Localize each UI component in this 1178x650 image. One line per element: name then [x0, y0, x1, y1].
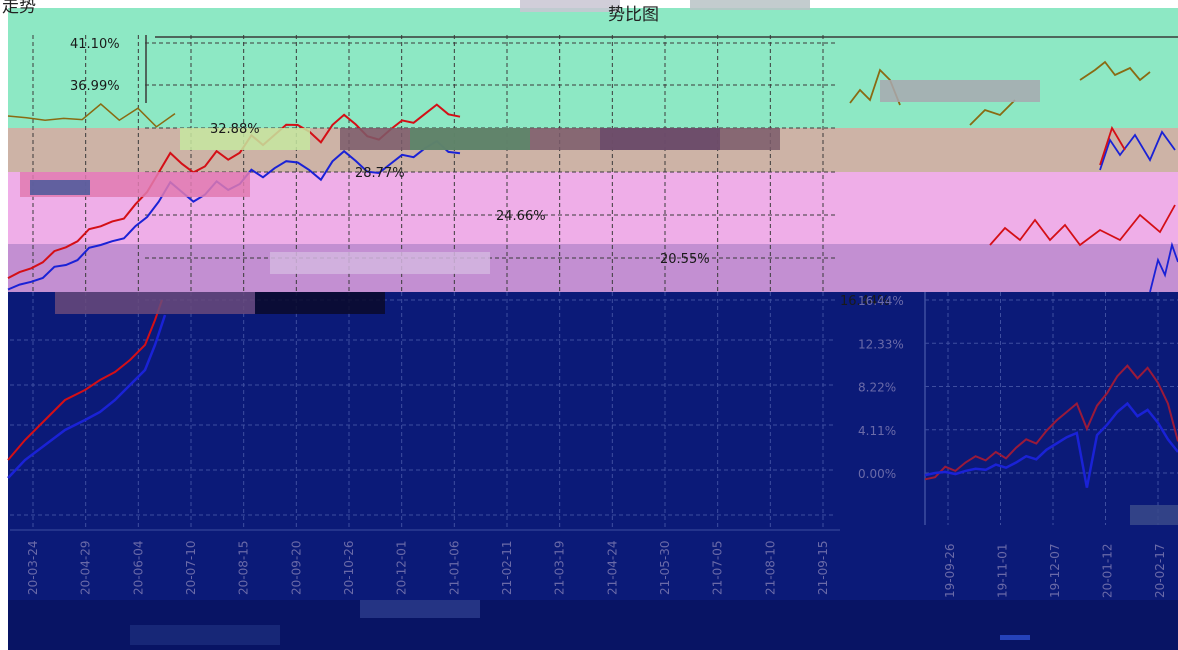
right-y-tick: 16.44% [858, 294, 904, 308]
left-x-tick: 20-07-10 [184, 541, 198, 595]
left-y-tick: 20.55% [660, 252, 710, 267]
left-x-tick: 20-03-24 [26, 541, 40, 595]
line-fragment-3 [1099, 130, 1176, 171]
line-fragment-4 [1099, 125, 1126, 166]
noise-block-1 [690, 0, 810, 10]
left-y-tick: 32.88% [210, 122, 260, 137]
right-x-tick: 20-01-12 [1101, 544, 1115, 598]
noise-block-0 [520, 0, 620, 12]
noise-block-9 [55, 292, 255, 314]
band-7 [840, 292, 1178, 532]
left-x-tick: 21-01-06 [447, 541, 461, 595]
left-x-tick: 21-04-24 [605, 541, 619, 595]
left-x-tick: 21-09-15 [816, 541, 830, 595]
right-y-tick: 0.00% [858, 467, 896, 481]
left-x-tick: 21-03-19 [553, 541, 567, 595]
left-x-tick: 20-04-29 [79, 541, 93, 595]
left-y-tick: 16.44% [840, 294, 890, 309]
left-y-tick: 28.77% [355, 166, 405, 181]
left-x-tick: 21-07-05 [711, 541, 725, 595]
band-8 [8, 532, 1178, 600]
background-bands [8, 8, 1178, 650]
navy-blue-line [7, 314, 167, 479]
chart-title: 势比图 [608, 5, 659, 25]
band-3 [8, 150, 478, 175]
left-x-tick: 21-02-11 [500, 541, 514, 595]
left-series-line-2 [7, 103, 176, 128]
navy-red-line [7, 299, 163, 461]
noise-blocks [20, 0, 1178, 645]
line-fragment-1 [1079, 60, 1151, 82]
right-x-tick: 19-09-26 [943, 544, 957, 598]
noise-block-4 [410, 128, 530, 150]
right-y-tick: 12.33% [858, 337, 904, 351]
noise-block-13 [360, 600, 480, 618]
line-fragment-2 [969, 99, 1016, 126]
noise-block-8 [270, 252, 490, 274]
left-y-tick: 36.99% [70, 79, 120, 94]
left-x-tick: 20-08-15 [237, 541, 251, 595]
right-y-tick: 4.11% [858, 424, 896, 438]
noise-block-15 [1000, 635, 1030, 640]
chart-title-left: 走势 [2, 0, 36, 17]
tick-labels: 势比图 走势 41.10% 36.99% 32.88% 28.77% 24.66% 20.… [2, 0, 1167, 598]
grid-lines [10, 35, 1178, 531]
right-x-tick: 19-12-07 [1048, 544, 1062, 598]
noise-block-10 [255, 292, 385, 314]
line-fragment-5 [989, 204, 1176, 247]
noise-block-12 [130, 625, 280, 645]
band-5 [8, 244, 1178, 292]
left-x-tick: 20-12-01 [395, 541, 409, 595]
right-x-tick: 19-11-01 [996, 544, 1010, 598]
line-fragment-6 [1149, 241, 1178, 293]
noise-block-7 [30, 180, 90, 195]
left-x-tick: 20-06-04 [131, 541, 145, 595]
left-y-tick: 24.66% [496, 209, 546, 224]
noise-block-11 [880, 80, 1040, 102]
right-series-line-1 [924, 401, 1178, 488]
band-6 [8, 292, 840, 532]
right-series-line-0 [924, 364, 1178, 481]
noise-block-2 [180, 128, 310, 150]
left-x-tick: 21-08-10 [763, 541, 777, 595]
left-x-tick: 20-10-26 [342, 541, 356, 595]
left-x-tick: 20-09-20 [289, 541, 303, 595]
left-y-tick: 41.10% [70, 37, 120, 52]
noise-block-5 [600, 128, 720, 150]
left-x-tick: 21-05-30 [658, 541, 672, 595]
right-x-tick: 20-02-17 [1153, 544, 1167, 598]
band-1 [8, 103, 1178, 128]
noise-block-14 [1130, 505, 1178, 525]
right-y-tick: 8.22% [858, 381, 896, 395]
